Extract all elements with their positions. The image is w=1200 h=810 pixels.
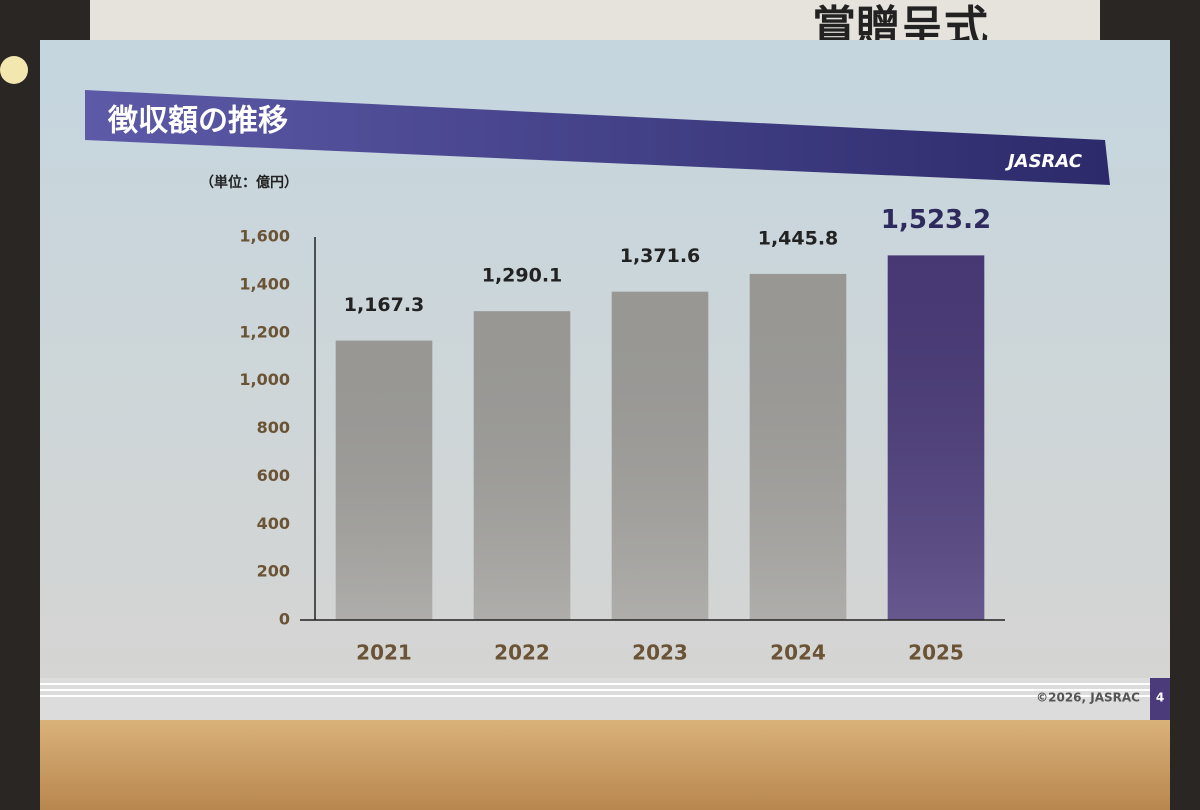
- bar-shade: [611, 291, 709, 620]
- bar-shade: [473, 311, 571, 620]
- x-tick-label: 2025: [908, 641, 964, 665]
- value-label: 1,523.2: [881, 205, 991, 235]
- y-tick-label: 200: [257, 562, 290, 581]
- value-label: 1,290.1: [482, 265, 563, 287]
- value-label: 1,167.3: [344, 294, 425, 316]
- value-label: 1,445.8: [758, 227, 839, 249]
- slide-title: 徴収額の推移: [107, 104, 288, 139]
- y-tick-label: 800: [257, 418, 290, 437]
- y-tick-label: 600: [257, 466, 290, 485]
- x-tick-label: 2023: [632, 641, 688, 665]
- stage: [40, 720, 1170, 810]
- y-tick-label: 1,200: [239, 322, 290, 341]
- x-tick-label: 2022: [494, 641, 550, 665]
- light: [0, 56, 28, 84]
- bar-shade: [749, 273, 847, 620]
- header-band: [85, 90, 1110, 185]
- bar-shade: [887, 255, 985, 620]
- y-tick-label: 400: [257, 514, 290, 533]
- y-tick-label: 0: [279, 610, 290, 629]
- x-tick-label: 2024: [770, 641, 826, 665]
- y-tick-label: 1,400: [239, 274, 290, 293]
- x-tick-label: 2021: [356, 641, 412, 665]
- footer-text: ©2026, JASRAC: [1036, 691, 1140, 705]
- y-tick-label: 1,600: [239, 227, 290, 246]
- unit-label: （単位：億円）: [200, 174, 298, 191]
- logo: JASRAC: [1005, 151, 1083, 172]
- y-tick-label: 1,000: [239, 370, 290, 389]
- footer-stripes: [40, 678, 1170, 720]
- page-number: 4: [1156, 691, 1164, 705]
- bar-shade: [335, 340, 433, 620]
- value-label: 1,371.6: [620, 245, 701, 267]
